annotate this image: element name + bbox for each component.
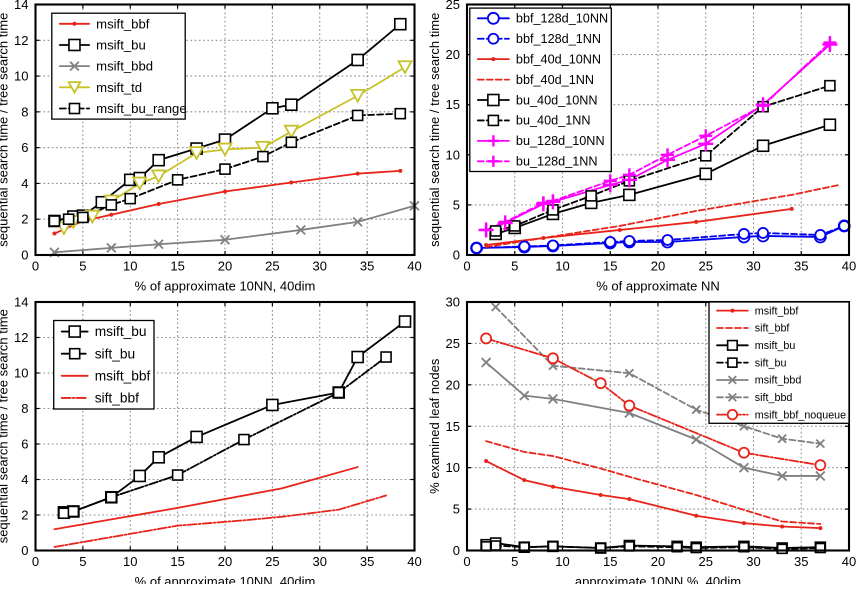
svg-text:0: 0 — [463, 554, 470, 569]
svg-text:5: 5 — [453, 197, 460, 212]
svg-text:0: 0 — [463, 259, 470, 274]
svg-text:14: 14 — [14, 295, 28, 310]
svg-text:sift_bbf: sift_bbf — [755, 323, 790, 335]
svg-text:% of approximate 10NN, 40dim: % of approximate 10NN, 40dim — [135, 574, 316, 584]
svg-text:20: 20 — [218, 259, 232, 274]
svg-text:5: 5 — [511, 259, 518, 274]
svg-text:15: 15 — [603, 554, 617, 569]
svg-text:msift_bbf_noqueue: msift_bbf_noqueue — [755, 409, 846, 421]
svg-text:40: 40 — [842, 554, 856, 569]
svg-text:15: 15 — [603, 259, 617, 274]
svg-text:25: 25 — [446, 0, 460, 12]
svg-text:bu_128d_1NN: bu_128d_1NN — [516, 155, 598, 169]
svg-text:35: 35 — [794, 554, 808, 569]
svg-text:msift_bbd: msift_bbd — [96, 59, 153, 74]
svg-text:12: 12 — [14, 330, 28, 345]
svg-text:30: 30 — [313, 259, 327, 274]
svg-text:% examined leaf nodes: % examined leaf nodes — [427, 358, 442, 494]
svg-text:5: 5 — [511, 554, 518, 569]
svg-text:10: 10 — [123, 554, 137, 569]
svg-text:msift_td: msift_td — [96, 80, 142, 95]
svg-text:0: 0 — [32, 259, 39, 274]
svg-text:bbf_40d_10NN: bbf_40d_10NN — [516, 52, 601, 66]
svg-text:15: 15 — [446, 97, 460, 112]
svg-text:bu_128d_10NN: bu_128d_10NN — [516, 134, 605, 148]
svg-text:5: 5 — [79, 259, 86, 274]
svg-text:sift_bu: sift_bu — [755, 357, 787, 369]
svg-text:25: 25 — [265, 259, 279, 274]
svg-text:15: 15 — [446, 419, 460, 434]
svg-text:msift_bbd: msift_bbd — [755, 375, 802, 387]
svg-text:4: 4 — [21, 472, 28, 487]
svg-text:20: 20 — [651, 554, 665, 569]
svg-text:% of approximate 10NN, 40dim: % of approximate 10NN, 40dim — [135, 279, 316, 294]
svg-text:bbf_128d_1NN: bbf_128d_1NN — [516, 32, 601, 46]
svg-text:5: 5 — [453, 502, 460, 517]
svg-text:20: 20 — [218, 554, 232, 569]
svg-text:10: 10 — [14, 69, 28, 84]
svg-text:bbf_128d_10NN: bbf_128d_10NN — [516, 12, 608, 26]
svg-text:sequential search time / tree: sequential search time / tree search tim… — [0, 13, 11, 247]
svg-text:30: 30 — [746, 259, 760, 274]
svg-text:40: 40 — [407, 554, 421, 569]
svg-text:10: 10 — [446, 460, 460, 475]
svg-text:0: 0 — [453, 248, 460, 263]
svg-text:25: 25 — [446, 336, 460, 351]
svg-text:15: 15 — [170, 554, 184, 569]
svg-text:2: 2 — [21, 508, 28, 523]
svg-text:15: 15 — [170, 259, 184, 274]
svg-text:25: 25 — [265, 554, 279, 569]
svg-text:bu_40d_10NN: bu_40d_10NN — [516, 93, 598, 107]
svg-text:10: 10 — [14, 366, 28, 381]
svg-text:sequential search time / tree: sequential search time / tree search tim… — [0, 309, 11, 543]
svg-text:35: 35 — [360, 554, 374, 569]
svg-text:35: 35 — [794, 259, 808, 274]
svg-text:14: 14 — [14, 0, 28, 12]
svg-text:0: 0 — [32, 554, 39, 569]
svg-text:30: 30 — [446, 295, 460, 310]
svg-text:6: 6 — [21, 437, 28, 452]
svg-text:12: 12 — [14, 33, 28, 48]
svg-text:2: 2 — [21, 212, 28, 227]
svg-text:30: 30 — [746, 554, 760, 569]
svg-text:25: 25 — [699, 259, 713, 274]
svg-text:msift_bbf: msift_bbf — [96, 16, 150, 31]
svg-text:10: 10 — [446, 147, 460, 162]
svg-text:5: 5 — [79, 554, 86, 569]
svg-text:sift_bu: sift_bu — [95, 346, 135, 361]
svg-text:10: 10 — [555, 259, 569, 274]
svg-text:msift_bu_range: msift_bu_range — [96, 101, 186, 116]
svg-text:sequential search time / tree: sequential search time / tree search tim… — [427, 13, 442, 247]
svg-text:msift_bbf: msift_bbf — [95, 368, 151, 383]
svg-text:% of approximate NN: % of approximate NN — [596, 279, 720, 294]
svg-text:sift_bbd: sift_bbd — [755, 392, 793, 404]
svg-text:8: 8 — [21, 401, 28, 416]
svg-text:bu_40d_1NN: bu_40d_1NN — [516, 114, 591, 128]
svg-text:bbf_40d_1NN: bbf_40d_1NN — [516, 73, 594, 87]
svg-text:approximate 10NN %, 40dim: approximate 10NN %, 40dim — [575, 574, 741, 584]
svg-text:0: 0 — [21, 543, 28, 558]
svg-text:6: 6 — [21, 140, 28, 155]
svg-text:8: 8 — [21, 104, 28, 119]
svg-text:msift_bbf: msift_bbf — [755, 305, 799, 317]
svg-text:20: 20 — [446, 47, 460, 62]
svg-text:msift_bu: msift_bu — [96, 37, 146, 52]
svg-text:msift_bu: msift_bu — [755, 340, 796, 352]
svg-text:30: 30 — [313, 554, 327, 569]
svg-text:4: 4 — [21, 176, 28, 191]
svg-text:sift_bbf: sift_bbf — [95, 391, 139, 406]
svg-text:msift_bu: msift_bu — [95, 324, 147, 339]
svg-text:10: 10 — [123, 259, 137, 274]
svg-text:35: 35 — [360, 259, 374, 274]
svg-text:0: 0 — [453, 543, 460, 558]
svg-text:10: 10 — [555, 554, 569, 569]
svg-text:20: 20 — [446, 377, 460, 392]
svg-text:25: 25 — [699, 554, 713, 569]
svg-text:0: 0 — [21, 248, 28, 263]
svg-text:40: 40 — [842, 259, 856, 274]
svg-text:40: 40 — [407, 259, 421, 274]
svg-text:20: 20 — [651, 259, 665, 274]
